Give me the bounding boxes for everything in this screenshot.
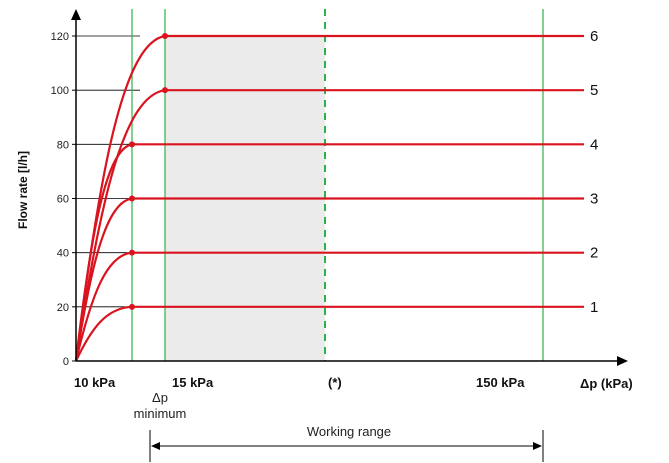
series-label-5: 5 <box>590 82 598 99</box>
working-range-left-arrow-icon <box>151 442 160 450</box>
series-curve-1 <box>75 305 584 362</box>
y-tick-label-100: 100 <box>51 85 69 97</box>
series-curve-5 <box>74 89 584 362</box>
y-tick-label-120: 120 <box>51 31 69 43</box>
working-range-label: Working range <box>307 424 391 439</box>
series-curve-6 <box>74 34 584 362</box>
x-marker-label-star: (*) <box>328 375 342 390</box>
series-label-1: 1 <box>590 299 598 316</box>
series-label-4: 4 <box>590 136 598 153</box>
series-point-3 <box>129 195 135 202</box>
x-axis-title: Δp (kPa) <box>580 376 633 391</box>
y-tick-label-80: 80 <box>57 139 69 151</box>
y-axis-arrow-icon <box>71 9 81 20</box>
series-point-4 <box>129 141 135 148</box>
series-point-2 <box>129 249 135 256</box>
y-tick-label-20: 20 <box>57 302 69 314</box>
series-point-1 <box>129 303 135 310</box>
series-label-6: 6 <box>590 28 598 45</box>
series-point-5 <box>162 87 168 94</box>
y-tick-label-0: 0 <box>63 356 69 368</box>
y-tick-label-60: 60 <box>57 194 69 206</box>
series-point-6 <box>162 33 168 39</box>
x-marker-label-150kpa: 150 kPa <box>476 375 525 390</box>
series-curve-2 <box>74 251 584 362</box>
x-marker-label-10kpa: 10 kPa <box>74 375 116 390</box>
y-tick-label-40: 40 <box>57 248 69 260</box>
series-label-2: 2 <box>590 245 598 262</box>
min-label-minimum: minimum <box>134 406 187 421</box>
min-label-dp: Δp <box>152 390 168 405</box>
working-range-right-arrow-icon <box>533 442 542 450</box>
x-marker-label-15kpa: 15 kPa <box>172 375 214 390</box>
series-curve-3 <box>74 197 584 362</box>
series-label-3: 3 <box>590 191 598 208</box>
y-axis-title: Flow rate [l/h] <box>16 151 30 229</box>
x-axis-arrow-icon <box>617 356 628 366</box>
